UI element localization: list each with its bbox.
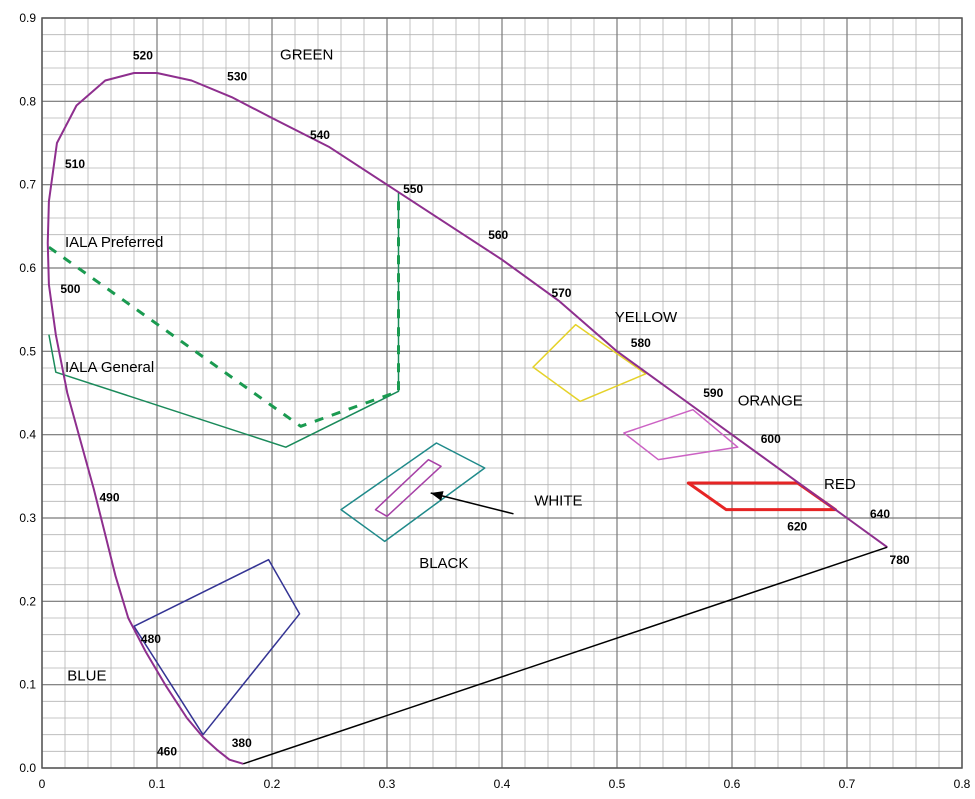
region-label-blue: BLUE (67, 668, 106, 685)
wavelength-label: 540 (310, 128, 330, 142)
tick-labels-group: 0 0.1 0.2 0.3 0.4 0.5 0.6 0.7 0.8 0.0 0.1 0.2 0.3 0.4… (19, 11, 970, 791)
wavelength-label: 550 (403, 182, 423, 196)
x-tick-label: 0.7 (839, 777, 856, 791)
wavelength-label: 490 (100, 490, 120, 504)
wavelength-label: 620 (787, 520, 807, 534)
y-tick-label: 0.8 (19, 94, 36, 108)
region-yellow (532, 323, 647, 403)
region-label-green: GREEN (280, 47, 333, 64)
signal-color-regions (48, 193, 837, 736)
wavelength-label: 600 (761, 432, 781, 446)
y-tick-label: 0.2 (19, 594, 36, 608)
region-iala-preferred (48, 193, 400, 428)
wavelength-label: 380 (232, 736, 252, 750)
wavelength-label: 500 (60, 282, 80, 296)
y-tick-label: 0.1 (19, 678, 36, 692)
y-tick-label: 0.6 (19, 261, 36, 275)
x-tick-label: 0.1 (149, 777, 166, 791)
major-gridlines (41, 17, 963, 769)
wavelength-label: 560 (488, 228, 508, 242)
wavelength-label: 460 (157, 745, 177, 759)
region-label-white: WHITE (534, 493, 582, 510)
x-tick-label: 0.6 (724, 777, 741, 791)
x-tick-label: 0.4 (494, 777, 511, 791)
region-black (340, 442, 486, 543)
wavelength-label: 570 (551, 286, 571, 300)
white-arrow-head (430, 491, 444, 501)
x-tick-label: 0.5 (609, 777, 626, 791)
plot-frame (41, 17, 963, 769)
wavelength-label: 640 (870, 507, 890, 521)
x-tick-label: 0 (39, 777, 46, 791)
y-tick-label: 0.0 (19, 761, 36, 775)
region-label-black: BLACK (419, 555, 468, 572)
region-label-orange: ORANGE (738, 393, 803, 410)
region-label-red: RED (824, 476, 856, 493)
region-orange (623, 408, 739, 461)
labels-group: 380 460 480 490 500 510 520 530 540 550 560 570 580 5… (60, 47, 909, 759)
region-green (48, 193, 400, 448)
region-label-iala-preferred: IALA Preferred (65, 234, 163, 251)
wavelength-label: 530 (227, 70, 247, 84)
white-arrow-line (430, 492, 514, 515)
y-tick-label: 0.9 (19, 11, 36, 25)
wavelength-label: 590 (703, 386, 723, 400)
region-label-yellow: YELLOW (615, 309, 678, 326)
spectral-locus (46, 72, 888, 765)
y-tick-label: 0.3 (19, 511, 36, 525)
purple-line (243, 546, 888, 765)
region-label-iala-general: IALA General (65, 359, 154, 376)
region-blue (133, 558, 301, 736)
wavelength-label: 780 (890, 553, 910, 567)
wavelength-label: 520 (133, 49, 153, 63)
wavelength-label: 480 (141, 632, 161, 646)
y-tick-label: 0.7 (19, 178, 36, 192)
wavelength-label: 510 (65, 157, 85, 171)
x-tick-label: 0.3 (379, 777, 396, 791)
region-red (686, 481, 837, 512)
y-tick-label: 0.5 (19, 344, 36, 358)
region-white (374, 458, 442, 518)
y-tick-label: 0.4 (19, 428, 36, 442)
spectral-locus-group (46, 72, 888, 765)
x-tick-label: 0.2 (264, 777, 281, 791)
wavelength-label: 580 (631, 336, 651, 350)
white-arrow-group (430, 491, 514, 515)
x-tick-label: 0.8 (954, 777, 971, 791)
